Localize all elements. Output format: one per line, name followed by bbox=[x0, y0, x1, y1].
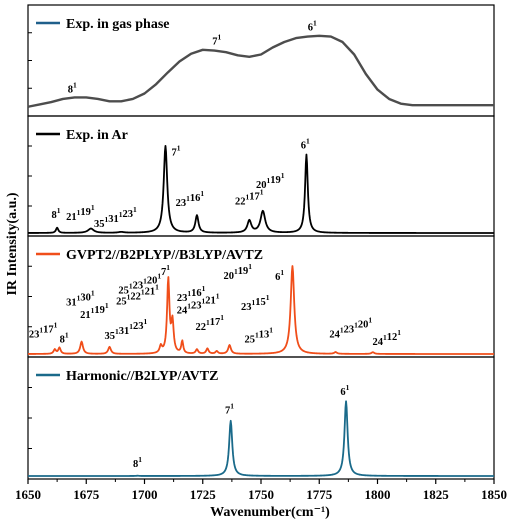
peak-label: 231161 bbox=[176, 189, 205, 209]
panel-1: Exp. in gas phase 81 71 61 bbox=[27, 4, 495, 117]
peak-label: 71 bbox=[161, 263, 170, 278]
peak-label: 211191 bbox=[80, 301, 109, 321]
legend-label: Exp. in gas phase bbox=[66, 17, 169, 32]
x-tick-label: 1650 bbox=[15, 487, 41, 502]
spectrum-curve bbox=[27, 265, 495, 355]
peak-label: 311301 bbox=[66, 289, 95, 309]
x-tick-label: 1850 bbox=[481, 487, 507, 502]
spectra-panels: Exp. in gas phase 81 71 61 Exp. in Ar 81 21119… bbox=[27, 4, 495, 480]
y-axis-label: IR Intensity(a.u.) bbox=[5, 192, 20, 295]
legend-label: GVPT2//B2PLYP//B3LYP/AVTZ bbox=[66, 248, 263, 263]
peak-label: 81 bbox=[68, 81, 77, 96]
x-axis: 1650 1675 1700 1725 1750 1775 1800 1825 1850 bbox=[15, 479, 507, 502]
spectrum-curve bbox=[27, 400, 495, 477]
x-tick-label: 1800 bbox=[365, 487, 391, 502]
peak-label: 81 bbox=[133, 455, 142, 470]
peak-label: 351311231 bbox=[105, 317, 148, 342]
peak-label: 351311231 bbox=[94, 205, 137, 230]
peak-label: 61 bbox=[308, 18, 317, 33]
legend-label: Exp. in Ar bbox=[66, 128, 128, 143]
spectrum-curve bbox=[27, 34, 494, 108]
peak-label: 241121 bbox=[373, 328, 402, 348]
peak-label: 221171 bbox=[195, 313, 224, 333]
x-axis-label: Wavenumber(cm⁻¹) bbox=[210, 505, 330, 520]
peak-label: 71 bbox=[212, 32, 221, 47]
peak-label: 61 bbox=[275, 268, 284, 283]
x-tick-label: 1750 bbox=[248, 487, 274, 502]
peak-label: 251231201 bbox=[118, 271, 161, 296]
peak-label: 61 bbox=[340, 383, 349, 398]
peak-label: 231151 bbox=[241, 293, 270, 313]
x-tick-label: 1675 bbox=[73, 487, 100, 502]
peak-label: 231171 bbox=[29, 320, 58, 340]
legend-label: Harmonic//B2LYP/AVTZ bbox=[66, 369, 218, 384]
peak-label: 81 bbox=[52, 206, 61, 221]
peak-label: 61 bbox=[301, 137, 310, 152]
peak-label: 201191 bbox=[223, 262, 252, 282]
peak-label: 71 bbox=[172, 144, 181, 159]
panel-3: GVPT2//B2PLYP//B3LYP/AVTZ231171813113012… bbox=[27, 235, 495, 358]
peak-label: 201191 bbox=[256, 171, 285, 191]
peak-label: 251131 bbox=[244, 326, 273, 346]
peak-label: 241231211 bbox=[177, 292, 220, 317]
x-tick-label: 1725 bbox=[190, 487, 217, 502]
x-tick-label: 1700 bbox=[132, 487, 158, 502]
peak-label: 251221211 bbox=[116, 283, 159, 308]
x-tick-label: 1775 bbox=[306, 487, 333, 502]
peak-label: 81 bbox=[60, 331, 69, 346]
panel-4: Harmonic//B2LYP/AVTZ 81 71 61 bbox=[27, 356, 495, 480]
peak-label: 231161 bbox=[177, 284, 206, 304]
x-tick-label: 1825 bbox=[423, 487, 450, 502]
peak-label: 71 bbox=[225, 402, 234, 417]
spectrum-curve bbox=[27, 144, 495, 234]
peak-label: 221171 bbox=[235, 187, 264, 207]
peak-label: 241231201 bbox=[329, 315, 372, 340]
peak-label: 211191 bbox=[66, 203, 95, 223]
